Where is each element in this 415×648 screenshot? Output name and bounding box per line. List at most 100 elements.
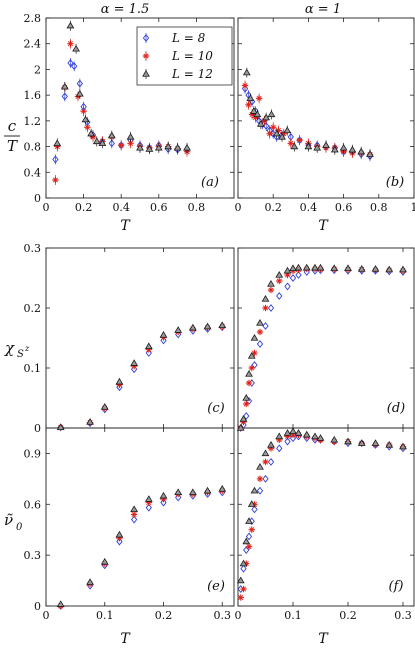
panel-f-point [262, 474, 269, 483]
panel-c-point [203, 322, 212, 330]
legend: L = 8 L = 10 L = 12 [136, 26, 233, 86]
panel-b-point [287, 140, 294, 147]
panel-d-point [236, 424, 245, 431]
legend-marker [142, 52, 150, 60]
panel-e-point [130, 505, 139, 513]
panel-f-point [247, 500, 256, 507]
panel-a-point [164, 142, 173, 150]
panel-d-point [243, 400, 250, 408]
panel-f-point [256, 463, 264, 470]
panel-f-point [316, 434, 325, 441]
panel-a-point [60, 82, 69, 90]
panel-b-point [339, 143, 348, 151]
panel-a-xtick-label: 0.6 [150, 201, 168, 214]
panel-d-point [247, 352, 256, 359]
row3-ylabel-symbol: ν̃ [4, 511, 13, 529]
panel-e-point [86, 578, 94, 585]
panel-b-point [290, 142, 299, 150]
panel-b-point [270, 124, 277, 131]
panel-c-point [188, 323, 197, 331]
panel-d-point [357, 265, 366, 272]
panel-label-c: (c) [207, 401, 224, 416]
panel-label-a: (a) [201, 175, 219, 190]
panel-c-point [100, 403, 109, 410]
panel-f-point [237, 594, 244, 601]
panel-c-point [159, 331, 168, 338]
panel-b-point [278, 132, 286, 140]
panel-e-point [188, 488, 197, 496]
panel-c-points [56, 321, 227, 432]
panel-b-point [255, 95, 263, 102]
panel-b-point [322, 141, 330, 148]
panel-d-point [262, 322, 269, 330]
panel-f-point [371, 439, 380, 446]
row2-ylabel-subscript: S [17, 349, 24, 360]
panel-c-point [56, 423, 65, 431]
panel-e-xtick-label: 0.3 [214, 609, 232, 622]
panel-a-frame [45, 17, 235, 199]
panel-d-point [284, 282, 291, 291]
panel-b-point [283, 126, 292, 134]
panel-b-point [348, 145, 357, 153]
panel-a-points [52, 20, 191, 185]
panel-a-xtick-label: 0 [43, 201, 50, 214]
panel-f-point [248, 526, 255, 533]
panel-e-point [218, 485, 227, 492]
panel-f-point [239, 559, 248, 567]
panel-a-point [154, 143, 163, 151]
panel-e-point [144, 495, 153, 502]
panel-e-xlabel: T [120, 631, 131, 647]
panel-a-point [76, 79, 83, 88]
panel-d-point [399, 265, 407, 273]
panel-f-point [275, 432, 284, 440]
panel-f-point [242, 537, 251, 545]
panel-f-point [399, 442, 407, 450]
panel-b-point [272, 129, 281, 137]
panel-a-point [80, 108, 87, 115]
panel-a-point [52, 155, 59, 164]
panel-f-xlabel: T [318, 631, 329, 647]
panel-b-point [266, 130, 273, 137]
panel-d-point [245, 379, 253, 387]
panel-d-point [302, 263, 311, 271]
row2-ylabel-symbol: χ [4, 339, 15, 357]
panel-b-point [241, 82, 249, 89]
panel-c-ytick-label: 0 [34, 422, 41, 435]
panel-c-ytick-label: 0.1 [24, 362, 42, 375]
panel-a-point [71, 62, 78, 71]
panel-d-point [295, 271, 302, 279]
panel-label-e: (e) [207, 579, 225, 594]
row1-ylabel-numerator: c [8, 117, 17, 135]
panel-b-xtick-label: 0.8 [370, 201, 388, 214]
panel-d-point [344, 264, 352, 272]
panel-e-point [100, 557, 109, 565]
panel-a-point [87, 129, 96, 137]
panel-c-point [144, 342, 153, 350]
panel-a-ytick-label: 2.8 [24, 12, 42, 25]
panel-label-f: (f) [389, 579, 404, 594]
panel-a-xlabel: T [120, 218, 131, 234]
panel-a-point [107, 131, 116, 139]
panel-f-point [284, 437, 291, 446]
row1-ylabel-denominator: T [7, 137, 18, 155]
panel-e-ytick-label: 0.9 [24, 447, 42, 460]
panel-e-ytick-label: 0 [34, 600, 41, 613]
panel-f-point [240, 564, 247, 573]
panel-e-point [174, 488, 183, 496]
panel-a-xtick-label: 0.8 [188, 201, 206, 214]
panel-f-point [267, 440, 275, 448]
panel-b-point [246, 94, 255, 101]
panel-f-xtick-label: 0.3 [394, 609, 412, 622]
column-title-left: α = 1.5 [101, 2, 150, 17]
panel-a-point [126, 132, 135, 140]
panel-e-ytick-label: 0.3 [24, 549, 42, 562]
legend-label-l10: L = 10 [171, 49, 213, 63]
panel-c-frame [45, 247, 235, 429]
row2-ylabel-superscript: z [24, 344, 30, 353]
panel-b-point [357, 147, 366, 155]
panel-b-points [241, 67, 374, 162]
panel-d-point [330, 264, 339, 272]
panel-b-point [330, 145, 339, 153]
panel-a-ytick-label: 0.8 [24, 141, 42, 154]
panel-f-point [261, 449, 270, 457]
